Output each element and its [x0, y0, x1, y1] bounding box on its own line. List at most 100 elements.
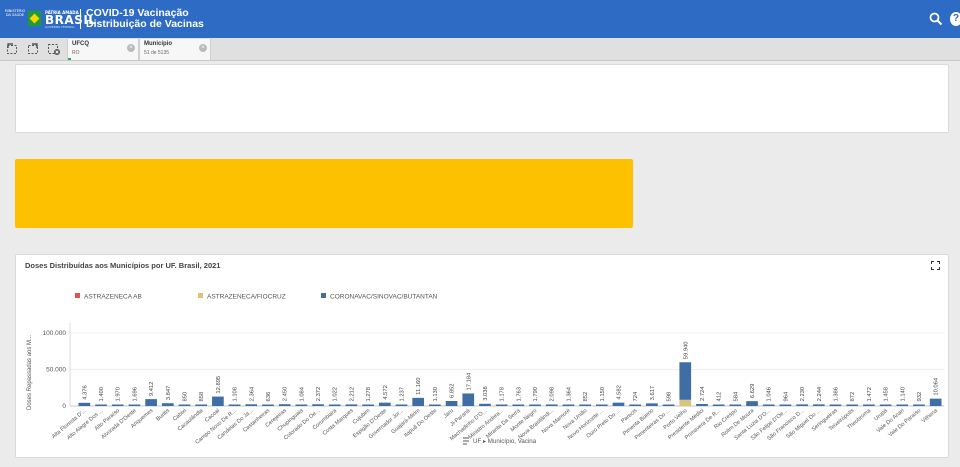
bar-segment — [345, 404, 358, 406]
step-forward-icon[interactable] — [26, 42, 40, 56]
bar-segment — [95, 404, 107, 406]
bar-segment — [879, 404, 892, 406]
data-label: 1.022 — [333, 387, 339, 402]
brasil-logo-text: BRASIL — [45, 13, 97, 27]
highlight-banner — [15, 159, 633, 228]
data-label: 1.237 — [400, 387, 406, 402]
bar-segment — [796, 404, 808, 406]
bar-segment — [195, 404, 208, 406]
distribution-chart: ASTRAZENECA AB ASTRAZENECA/FIOCRUZ CORONAV… — [27, 293, 944, 446]
bar-segment — [863, 404, 875, 406]
bar-segment — [512, 404, 525, 406]
data-label: 4.582 — [617, 385, 623, 400]
data-label: 2.244 — [817, 386, 823, 401]
legend-swatch — [198, 293, 203, 298]
bar-segment — [679, 399, 692, 406]
data-label: 1.400 — [99, 387, 105, 402]
selection-chip-label: UFCQ — [72, 41, 89, 47]
bar-segment — [378, 402, 391, 406]
x-tick-label: Costa Marques — [322, 408, 355, 437]
bar-segment — [145, 399, 157, 406]
y-tick-label: 0 — [62, 403, 66, 410]
data-label: 858 — [199, 392, 205, 402]
close-icon[interactable]: × — [199, 44, 207, 52]
bar-segment — [846, 404, 859, 406]
selection-chip-ufcq[interactable]: UFCQ RO × — [67, 39, 139, 60]
bar-segment — [562, 404, 575, 406]
data-label: 3.847 — [166, 386, 172, 401]
data-label: 724 — [633, 391, 639, 401]
bar-segment — [245, 404, 258, 406]
data-label: 1.472 — [867, 387, 873, 402]
data-label: 598 — [667, 392, 673, 402]
bar-segment — [662, 404, 675, 406]
gov-label: GOVERNO FEDERAL — [45, 25, 75, 29]
data-label: 636 — [266, 392, 272, 402]
data-label: 1.696 — [132, 387, 138, 402]
data-label: 2.364 — [249, 386, 255, 401]
bar-segment — [746, 401, 758, 406]
x-tick-label: Jaru — [443, 408, 455, 420]
bar-segment — [228, 404, 241, 406]
app-title-line2: Distribuição de Vacinas — [86, 18, 204, 30]
help-icon[interactable]: ? — [950, 12, 960, 26]
bar-segment — [312, 404, 324, 406]
bar-segment — [412, 397, 425, 406]
bar-segment — [595, 404, 608, 406]
bar-segment — [328, 404, 341, 406]
data-label: 1.278 — [366, 387, 372, 402]
app-title-line1: COVID-19 Vacinação — [86, 7, 189, 19]
data-label: 3.617 — [650, 386, 656, 401]
data-label: 2.724 — [700, 386, 706, 401]
search-icon[interactable] — [929, 12, 943, 26]
x-tick-label: Buritis — [155, 408, 171, 423]
legend-swatch — [75, 293, 80, 298]
chart-title: Doses Distribuídas aos Municípios por UF… — [25, 261, 221, 270]
brasil-flag-icon — [28, 11, 41, 26]
selection-chip-value: 51 de 5135 — [144, 50, 170, 56]
step-back-icon[interactable] — [5, 42, 19, 56]
patria-label: PÁTRIA AMADA — [45, 10, 79, 15]
data-label: 1.763 — [516, 387, 522, 402]
data-label: 964 — [783, 391, 789, 401]
legend-label: ASTRAZENECA/FIOCRUZ — [207, 294, 286, 301]
x-tick-label: Vilhena — [921, 407, 940, 424]
data-label: 850 — [183, 392, 189, 402]
data-label: 1.108 — [233, 387, 239, 402]
data-label: 1.046 — [767, 387, 773, 402]
bar-segment — [78, 402, 91, 406]
bar-segment — [362, 404, 374, 406]
data-label: 4.572 — [383, 385, 389, 400]
data-label: 932 — [917, 392, 923, 402]
bar-segment — [679, 362, 692, 400]
summary-card — [15, 64, 949, 133]
bar-segment — [212, 396, 224, 406]
bar-segment — [712, 404, 725, 406]
data-label: 852 — [583, 392, 589, 402]
close-icon[interactable]: × — [127, 44, 135, 52]
data-label: 2.372 — [316, 387, 322, 402]
bar-segment — [729, 404, 742, 406]
bar-segment — [929, 398, 942, 406]
bar-segment — [295, 404, 308, 406]
legend-label: CORONAVAC/SINOVAC/BUTANTAN — [330, 294, 438, 301]
data-label: 2.212 — [349, 387, 355, 402]
bar-segment — [462, 393, 475, 406]
data-label: 2.098 — [550, 387, 556, 402]
y-axis-title: Doses Repassadas aos M... — [27, 335, 33, 410]
bar-segment — [579, 404, 591, 406]
bar-segment — [429, 404, 441, 406]
data-label: 1.084 — [299, 386, 305, 401]
bar-segment — [529, 404, 541, 406]
y-tick-label: 100.000 — [43, 330, 67, 337]
clear-selections-icon[interactable] — [47, 42, 61, 56]
data-label: 1.150 — [600, 387, 606, 402]
bar-segment — [629, 404, 642, 406]
bar-segment — [178, 404, 191, 406]
bar-segment — [779, 404, 792, 406]
bar-segment — [495, 404, 508, 406]
expand-icon[interactable] — [931, 261, 940, 270]
bar-segment — [545, 404, 558, 406]
selection-chip-municipio[interactable]: Município 51 de 5135 × — [139, 39, 211, 60]
data-label: 1.178 — [500, 387, 506, 402]
